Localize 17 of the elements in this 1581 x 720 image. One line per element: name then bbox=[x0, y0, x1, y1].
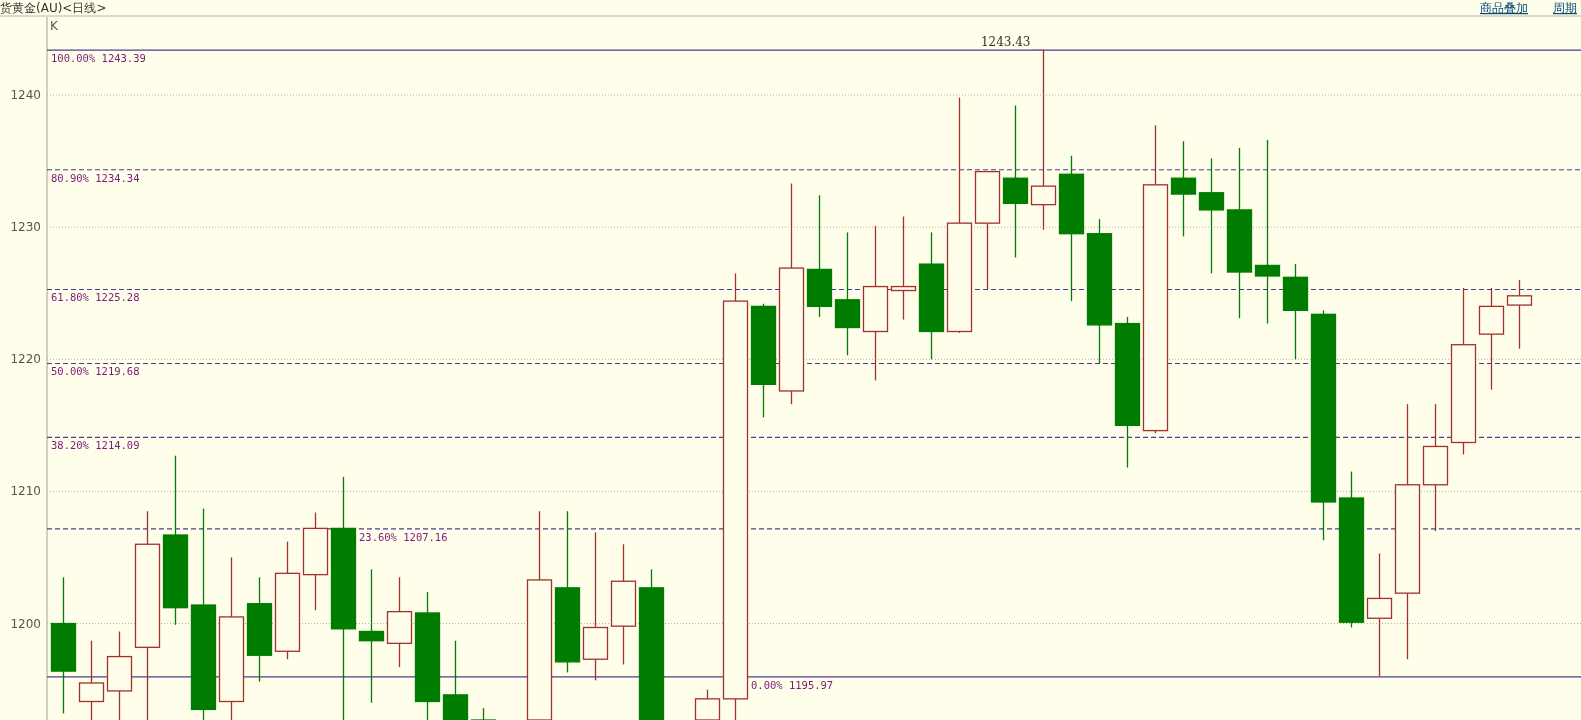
y-tick-label: 1240 bbox=[10, 87, 41, 102]
ref-line-label: 23.60% 1207.16 bbox=[359, 530, 448, 543]
ref-line-label: 61.80% 1225.28 bbox=[51, 291, 140, 304]
chart-title: 货黄金(AU)<日线> bbox=[0, 1, 107, 15]
text: 商品叠加 bbox=[1480, 1, 1528, 15]
y-tick-label: 1220 bbox=[10, 352, 41, 367]
y-tick-label: 1230 bbox=[10, 220, 41, 235]
ref-line-label: 100.00% 1243.39 bbox=[51, 52, 146, 65]
ref-line-label: 0.00% 1195.97 bbox=[751, 678, 834, 691]
ref-line-label: 50.00% 1219.68 bbox=[51, 365, 140, 378]
text: 周期 bbox=[1553, 1, 1577, 15]
ref-line-label: 38.20% 1214.09 bbox=[51, 439, 140, 452]
y-tick-label: 1200 bbox=[10, 616, 41, 631]
y-tick-label: 1210 bbox=[10, 484, 41, 499]
ref-line-label: 80.90% 1234.34 bbox=[51, 171, 140, 184]
annotation: K bbox=[50, 19, 59, 33]
annotation: 1243.43 bbox=[980, 34, 1031, 49]
